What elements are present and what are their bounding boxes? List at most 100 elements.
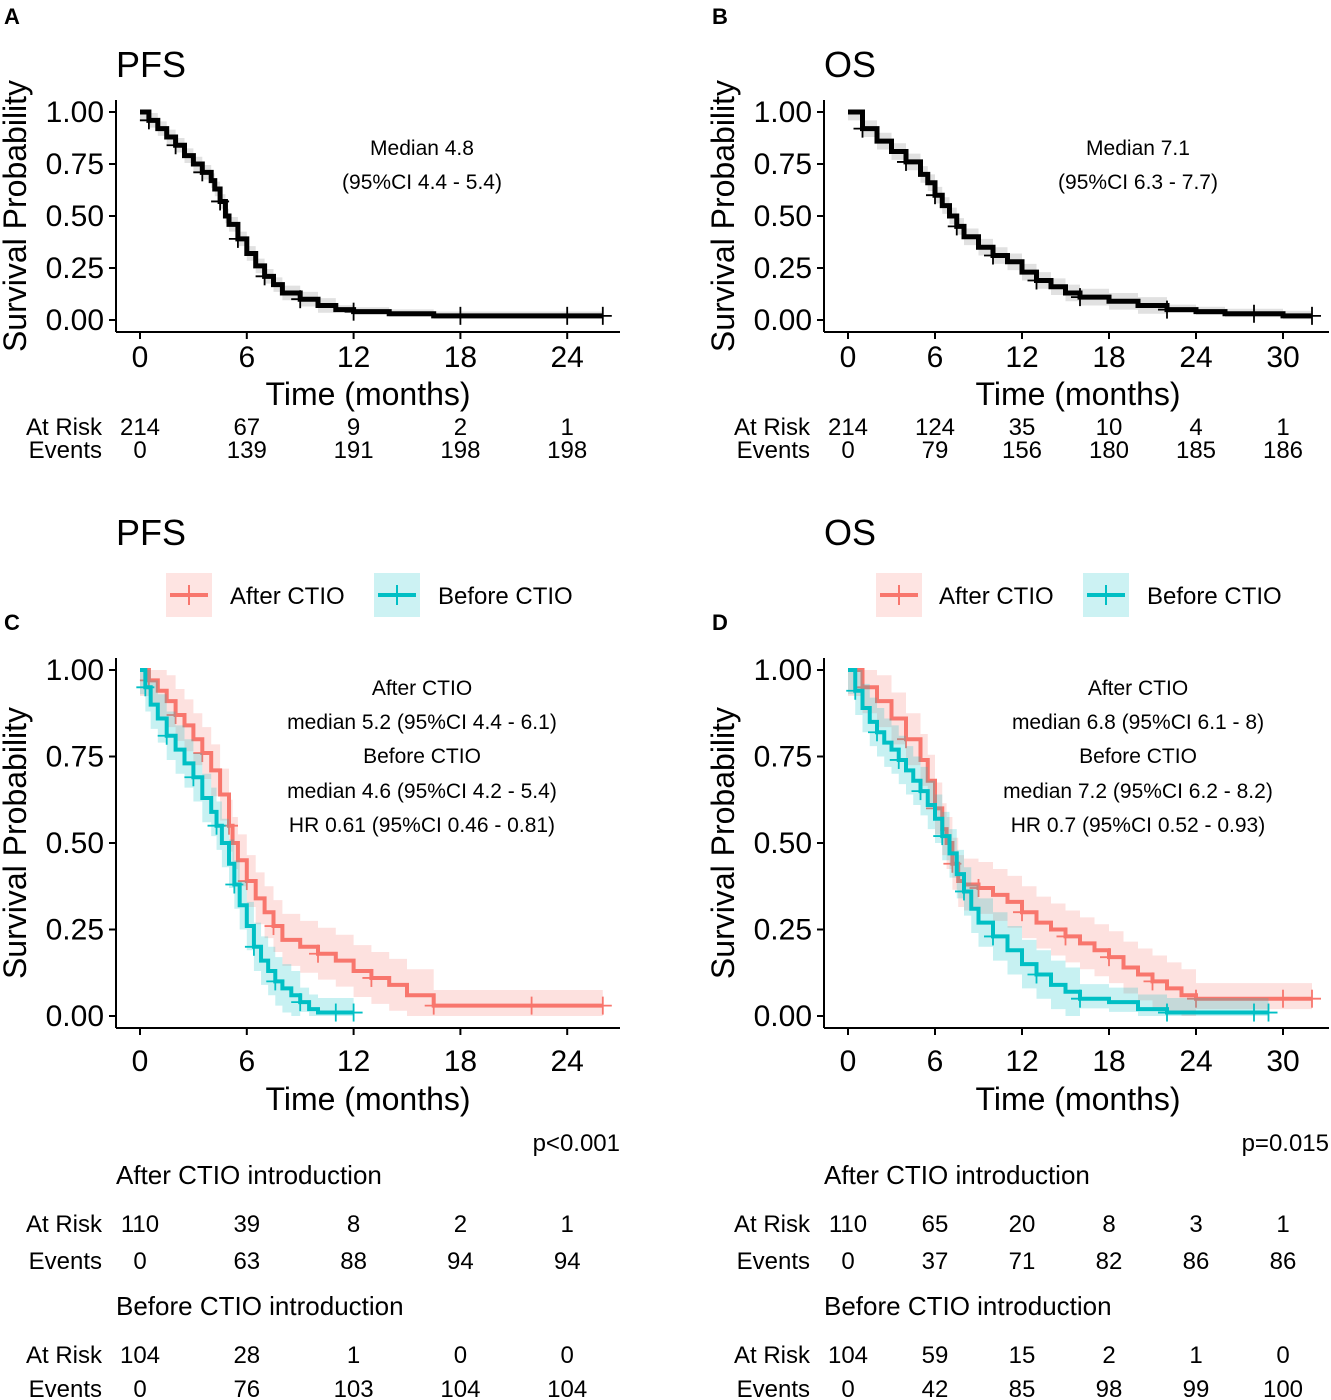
chart-title: OS xyxy=(824,44,876,85)
y-tick-label: 0.50 xyxy=(754,200,812,233)
risk-cell-at-risk: 2 xyxy=(1102,1342,1115,1369)
y-tick-label: 0.75 xyxy=(754,148,812,181)
risk-cell-at-risk: 35 xyxy=(1009,414,1036,441)
y-tick-label: 0.25 xyxy=(46,914,104,947)
risk-cell-events: 104 xyxy=(440,1376,480,1400)
y-axis-label: Survival Probability xyxy=(0,707,33,979)
risk-group-title: Before CTIO introduction xyxy=(116,1291,404,1321)
legend: After CTIO Before CTIO xyxy=(876,573,1282,617)
panel-letter: B xyxy=(712,4,728,29)
risk-cell-at-risk: 8 xyxy=(347,1211,360,1238)
risk-row-label: At Risk xyxy=(26,1211,103,1238)
risk-cell-events: 86 xyxy=(1183,1248,1210,1275)
risk-row-label: At Risk xyxy=(734,1211,811,1238)
series-before-ctio xyxy=(846,668,1278,1022)
risk-cell-at-risk: 0 xyxy=(454,1342,467,1369)
risk-cell-at-risk: 2 xyxy=(454,414,467,441)
x-tick-label: 6 xyxy=(927,1045,944,1078)
risk-row-label: Events xyxy=(737,1248,810,1275)
y-tick-label: 0.25 xyxy=(754,252,812,285)
risk-cell-at-risk: 39 xyxy=(233,1211,260,1238)
risk-cell-events: 71 xyxy=(1009,1248,1036,1275)
x-tick-label: 6 xyxy=(238,341,255,374)
y-axis-label: Survival Probability xyxy=(705,707,741,979)
risk-cell-events: 0 xyxy=(841,437,854,464)
risk-cell-events: 103 xyxy=(334,1376,374,1400)
risk-cell-events: 98 xyxy=(1096,1376,1123,1400)
annotation: (95%CI 4.4 - 5.4) xyxy=(342,171,502,194)
series-overall xyxy=(848,109,1321,325)
risk-cell-events: 94 xyxy=(447,1248,474,1275)
risk-cell-events: 100 xyxy=(1263,1376,1303,1400)
series-overall xyxy=(139,109,612,325)
risk-cell-events: 0 xyxy=(841,1248,854,1275)
risk-row-label: Events xyxy=(29,437,102,464)
y-tick-label: 0.50 xyxy=(754,827,812,860)
confidence-band xyxy=(140,670,354,1016)
annotation: median 7.2 (95%CI 6.2 - 8.2) xyxy=(1003,780,1273,803)
series-after-ctio xyxy=(848,668,1321,1016)
panel-letter: A xyxy=(4,4,20,29)
risk-cell-events: 0 xyxy=(133,1376,146,1400)
risk-cell-events: 88 xyxy=(340,1248,367,1275)
annotation: median 5.2 (95%CI 4.4 - 6.1) xyxy=(287,711,557,734)
x-axis-label: Time (months) xyxy=(265,376,470,412)
risk-cell-at-risk: 20 xyxy=(1009,1211,1036,1238)
risk-cell-events: 85 xyxy=(1009,1376,1036,1400)
risk-cell-at-risk: 10 xyxy=(1096,414,1123,441)
risk-cell-at-risk: 15 xyxy=(1009,1342,1036,1369)
y-tick-label: 0.25 xyxy=(46,252,104,285)
p-value: p<0.001 xyxy=(533,1130,620,1157)
legend-label-after: After CTIO xyxy=(230,583,345,610)
risk-cell-at-risk: 124 xyxy=(915,414,955,441)
risk-cell-at-risk: 9 xyxy=(347,414,360,441)
x-tick-label: 30 xyxy=(1266,341,1299,374)
risk-cell-events: 191 xyxy=(334,437,374,464)
x-tick-label: 18 xyxy=(1092,341,1125,374)
series-before-ctio xyxy=(136,668,363,1022)
y-tick-label: 0.25 xyxy=(754,914,812,947)
annotation: After CTIO xyxy=(1088,677,1188,700)
y-tick-label: 0.50 xyxy=(46,827,104,860)
annotation: Before CTIO xyxy=(1079,745,1197,768)
risk-cell-events: 104 xyxy=(547,1376,587,1400)
x-axis-label: Time (months) xyxy=(265,1081,470,1117)
x-tick-label: 18 xyxy=(444,1045,477,1078)
x-tick-label: 0 xyxy=(132,1045,149,1078)
risk-cell-events: 0 xyxy=(841,1376,854,1400)
x-tick-label: 24 xyxy=(1179,1045,1212,1078)
risk-cell-events: 180 xyxy=(1089,437,1129,464)
x-tick-label: 24 xyxy=(1179,341,1212,374)
risk-cell-events: 0 xyxy=(133,437,146,464)
annotation: median 4.6 (95%CI 4.2 - 5.4) xyxy=(287,780,557,803)
risk-cell-events: 156 xyxy=(1002,437,1042,464)
risk-cell-at-risk: 1 xyxy=(561,414,574,441)
y-tick-label: 0.75 xyxy=(46,741,104,774)
x-tick-label: 0 xyxy=(840,341,857,374)
y-tick-label: 0.00 xyxy=(754,304,812,337)
risk-cell-at-risk: 110 xyxy=(829,1211,867,1238)
annotation: Before CTIO xyxy=(363,745,481,768)
risk-cell-events: 42 xyxy=(922,1376,949,1400)
y-tick-label: 1.00 xyxy=(46,96,104,129)
risk-cell-events: 82 xyxy=(1096,1248,1123,1275)
chart-title: OS xyxy=(824,512,876,553)
risk-cell-at-risk: 1 xyxy=(347,1342,360,1369)
risk-row-label: At Risk xyxy=(734,1342,811,1369)
x-tick-label: 18 xyxy=(444,341,477,374)
risk-row-label: Events xyxy=(29,1376,102,1400)
risk-cell-at-risk: 8 xyxy=(1102,1211,1115,1238)
chart-title: PFS xyxy=(116,44,186,85)
risk-row-label: Events xyxy=(737,437,810,464)
annotation: HR 0.61 (95%CI 0.46 - 0.81) xyxy=(289,814,555,837)
risk-cell-events: 198 xyxy=(547,437,587,464)
risk-cell-at-risk: 59 xyxy=(922,1342,949,1369)
annotation: median 6.8 (95%CI 6.1 - 8) xyxy=(1012,711,1264,734)
y-axis-label: Survival Probability xyxy=(705,80,741,352)
risk-cell-at-risk: 214 xyxy=(828,414,868,441)
risk-row-label: Events xyxy=(737,1376,810,1400)
p-value: p=0.015 xyxy=(1242,1130,1329,1157)
y-tick-label: 1.00 xyxy=(754,96,812,129)
annotation: After CTIO xyxy=(372,677,472,700)
